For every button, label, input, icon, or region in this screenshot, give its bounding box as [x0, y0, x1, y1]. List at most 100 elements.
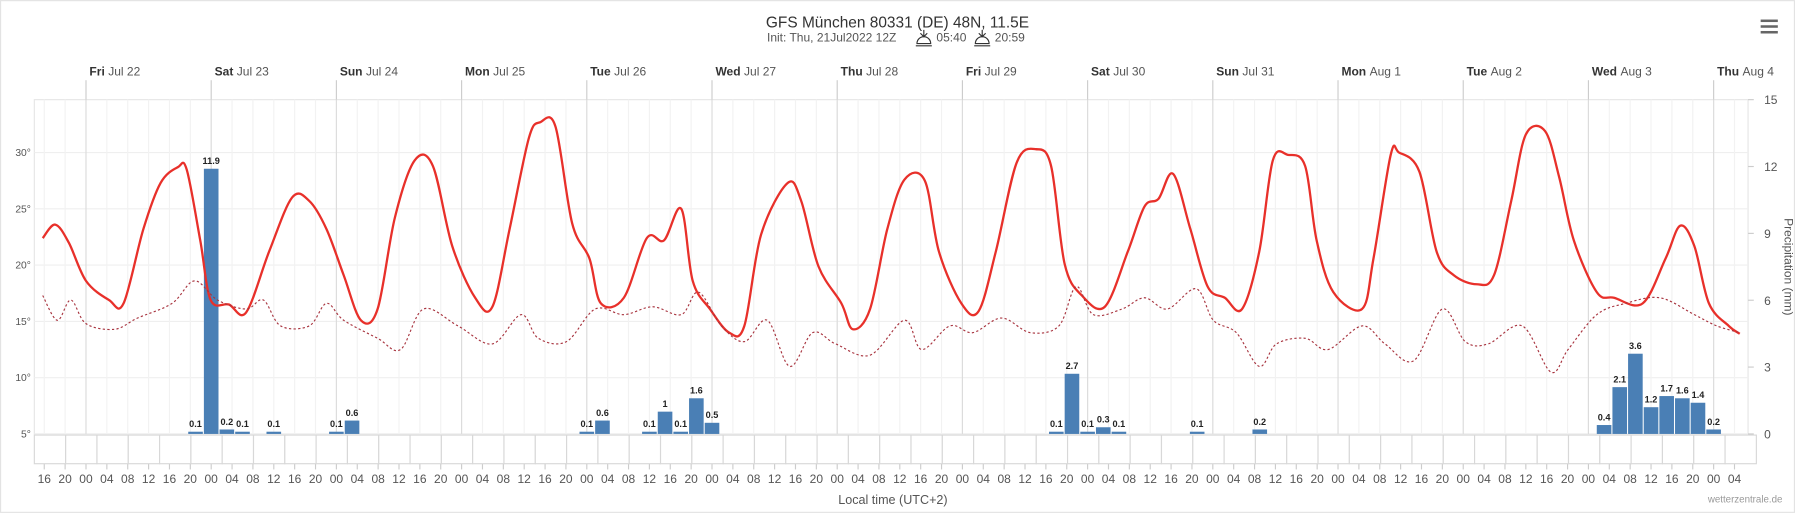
x-tick-label: 20	[1561, 472, 1575, 486]
wind-cell	[534, 434, 568, 465]
x-tick-label: 12	[1644, 472, 1658, 486]
x-tick-label: 16	[538, 472, 552, 486]
x-tick-label: 08	[747, 472, 761, 486]
x-tick-label: 20	[1436, 472, 1450, 486]
day-name: Thu	[1717, 65, 1739, 79]
wind-cell	[753, 434, 787, 465]
x-tick-label: 00	[1331, 472, 1345, 486]
day-date: Jul 25	[493, 65, 525, 79]
bar-value-label: 1	[663, 399, 668, 409]
x-tick-label: 16	[1415, 472, 1429, 486]
x-tick-label: 00	[330, 472, 344, 486]
wind-cell	[1098, 434, 1131, 465]
wind-cell	[127, 434, 161, 465]
precipitation-bar	[1049, 431, 1064, 434]
wind-cell	[1035, 434, 1069, 465]
wind-cell	[597, 434, 630, 465]
bar-value-label: 11.9	[203, 156, 220, 166]
x-tick-label: 04	[977, 472, 991, 486]
x-tick-label: 16	[163, 472, 177, 486]
wind-cell	[1348, 434, 1382, 465]
x-tick-label: 20	[1185, 472, 1199, 486]
wind-cell	[973, 434, 1006, 465]
day-name: Sat	[215, 65, 234, 79]
day-label: Sun Jul 24	[340, 65, 399, 79]
day-label: Tue Aug 2	[1467, 65, 1523, 79]
x-tick-label: 00	[705, 472, 719, 486]
precipitation-bar	[344, 420, 360, 434]
x-tick-label: 08	[121, 472, 135, 486]
precipitation-bar	[1095, 427, 1111, 434]
precipitation-bar	[1643, 407, 1659, 434]
day-date: Aug 3	[1620, 65, 1652, 79]
wind-cell	[628, 434, 662, 465]
wind-cell	[190, 434, 223, 465]
bar-value-label: 0.1	[330, 419, 343, 429]
x-tick-label: 20	[810, 472, 824, 486]
menu-button[interactable]	[1760, 19, 1778, 34]
wind-cell	[472, 434, 505, 465]
wind-cell	[1004, 434, 1037, 465]
x-tick-label: 12	[1519, 472, 1533, 486]
x-tick-label: 08	[1123, 472, 1137, 486]
wind-cell	[96, 434, 129, 465]
wind-cell	[1223, 434, 1256, 465]
precipitation-bar	[329, 431, 344, 434]
y-tick-label: 15°	[15, 317, 31, 328]
sunset-icon	[974, 29, 991, 47]
y-tick-label: 30°	[15, 148, 31, 159]
x-tick-label: 16	[38, 472, 52, 486]
y2-tick-label: 6	[1764, 294, 1771, 308]
y2-axis-title: Precipitation (mm)	[1782, 218, 1795, 315]
wind-cell	[1474, 434, 1507, 465]
wind-cell	[1442, 434, 1476, 465]
day-label: Tue Jul 26	[590, 65, 646, 79]
precipitation-bar	[1675, 398, 1690, 434]
x-tick-label: 20	[309, 472, 323, 486]
x-tick-label: 16	[664, 472, 678, 486]
x-tick-label: 00	[956, 472, 970, 486]
precipitation-bar	[579, 431, 595, 434]
bar-value-label: 0.2	[1253, 417, 1266, 427]
x-tick-label: 12	[1269, 472, 1283, 486]
wind-cell	[1693, 434, 1726, 465]
x-tick-label: 04	[1352, 472, 1366, 486]
day-name: Wed	[1592, 65, 1617, 79]
wind-cell	[1254, 434, 1288, 465]
x-tick-label: 16	[789, 472, 803, 486]
y2-tick-label: 0	[1764, 428, 1771, 442]
precipitation-bar	[1596, 425, 1612, 434]
x-tick-label: 20	[1060, 472, 1074, 486]
wind-cell	[1286, 434, 1319, 465]
bar-value-label: 0.1	[236, 419, 249, 429]
x-tick-label: 04	[726, 472, 740, 486]
day-label: Thu Jul 28	[841, 65, 899, 79]
wind-cell	[315, 434, 349, 465]
day-date: Aug 2	[1491, 65, 1523, 79]
day-name: Mon	[465, 65, 490, 79]
precipitation-bar	[657, 411, 673, 434]
wind-cell	[847, 434, 881, 465]
x-tick-label: 08	[997, 472, 1011, 486]
day-label: Thu Aug 4	[1717, 65, 1774, 79]
day-date: Jul 30	[1113, 65, 1145, 79]
x-tick-label: 00	[1081, 472, 1095, 486]
x-tick-label: 04	[351, 472, 365, 486]
x-tick-label: 20	[935, 472, 949, 486]
wind-cell	[65, 434, 98, 465]
y-tick-label: 20°	[15, 261, 31, 272]
x-tick-label: 16	[1290, 472, 1304, 486]
bar-value-label: 0.6	[596, 408, 609, 418]
x-tick-label: 00	[79, 472, 93, 486]
day-label: Sat Jul 30	[1091, 65, 1146, 79]
x-tick-label: 04	[100, 472, 114, 486]
wind-cell	[1380, 434, 1413, 465]
x-tick-label: 12	[392, 472, 406, 486]
chart-subtitle: Init: Thu, 21Jul2022 12Z	[767, 30, 896, 44]
x-tick-label: 20	[434, 472, 448, 486]
y2-tick-label: 12	[1764, 160, 1778, 174]
x-tick-label: 16	[1039, 472, 1053, 486]
x-tick-label: 16	[1540, 472, 1554, 486]
precipitation-bar	[1064, 373, 1080, 434]
precipitation-bar	[188, 431, 203, 434]
